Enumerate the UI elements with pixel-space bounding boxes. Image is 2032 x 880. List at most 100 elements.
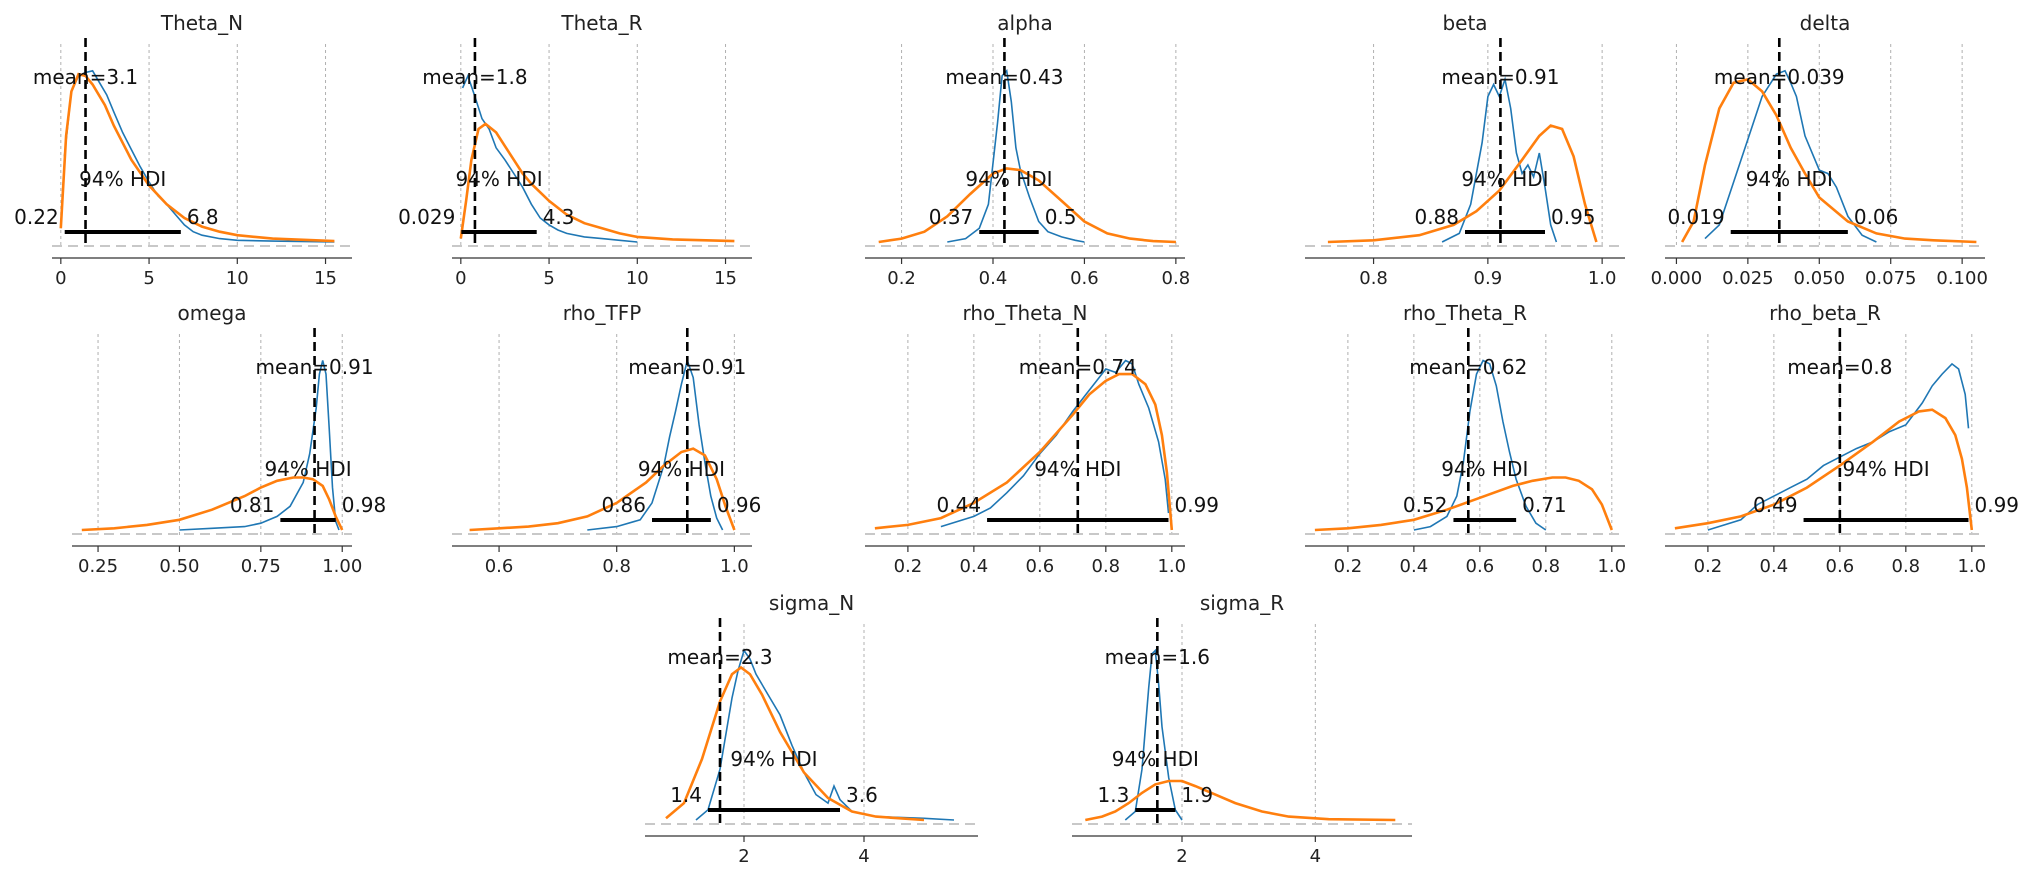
x-tick-label: 0.8 — [1162, 268, 1191, 289]
x-tick-label: 10 — [226, 268, 249, 289]
x-tick-label: 1.0 — [1957, 556, 1986, 577]
panel-title: Theta_R — [560, 11, 642, 35]
x-tick-label: 0.025 — [1722, 268, 1774, 289]
x-tick-label: 0.25 — [78, 556, 118, 577]
hdi-lower-label: 0.37 — [929, 205, 974, 229]
x-tick-label: 0.050 — [1794, 268, 1846, 289]
x-tick-label: 0.6 — [1826, 556, 1855, 577]
panel-sigma-n: sigma_N 2 4 mean=2.3 94% HDI 1.4 3.6 — [645, 591, 978, 867]
mean-label: mean=2.3 — [667, 645, 772, 669]
x-tick-label: 0.000 — [1651, 268, 1703, 289]
hdi-label: 94% HDI — [79, 167, 166, 191]
hdi-lower-label: 0.49 — [1753, 493, 1798, 517]
prior-density-line — [59, 72, 335, 243]
x-tick-label: 15 — [314, 268, 337, 289]
posterior-density-line — [1707, 362, 1970, 531]
prior-density-line — [1327, 124, 1598, 244]
hdi-label: 94% HDI — [264, 457, 351, 481]
prior-density-line — [1314, 476, 1614, 532]
panel-rho-tfp: rho_TFP 0.6 0.8 1.0 mean=0.91 94% HDI 0.86 0.96 — [452, 301, 761, 577]
hdi-upper-label: 0.96 — [717, 493, 762, 517]
x-tick-label: 1.0 — [1157, 556, 1186, 577]
mean-label: mean=0.62 — [1409, 355, 1527, 379]
hdi-lower-label: 0.019 — [1667, 205, 1724, 229]
panel-title: rho_Theta_N — [962, 301, 1087, 325]
x-tick-label: 0.8 — [1359, 268, 1388, 289]
hdi-upper-label: 4.3 — [543, 205, 575, 229]
hdi-label: 94% HDI — [730, 747, 817, 771]
hdi-label: 94% HDI — [1034, 457, 1121, 481]
prior-density-line — [81, 476, 344, 532]
hdi-label: 94% HDI — [1746, 167, 1833, 191]
x-tick-label: 0.8 — [1532, 556, 1561, 577]
panel-title: delta — [1800, 11, 1851, 35]
hdi-upper-label: 0.06 — [1854, 205, 1899, 229]
mean-label: mean=0.8 — [1787, 355, 1892, 379]
panel-title: omega — [178, 301, 247, 325]
panel-title: alpha — [997, 11, 1052, 35]
hdi-label: 94% HDI — [1461, 167, 1548, 191]
x-tick-label: 0.2 — [894, 556, 923, 577]
hdi-label: 94% HDI — [965, 167, 1052, 191]
mean-label: mean=0.91 — [256, 355, 374, 379]
prior-density-line — [874, 372, 1174, 531]
x-tick-label: 0.8 — [1092, 556, 1121, 577]
posterior-density-line — [587, 357, 724, 531]
x-tick-label: 0.4 — [960, 556, 989, 577]
x-tick-label: 5 — [143, 268, 154, 289]
x-tick-label: 0.100 — [1936, 268, 1988, 289]
x-tick-label: 0.8 — [602, 556, 631, 577]
posterior-density-line — [179, 360, 340, 531]
hdi-label: 94% HDI — [638, 457, 725, 481]
prior-density-line — [459, 122, 735, 243]
hdi-lower-label: 0.88 — [1414, 205, 1459, 229]
hdi-lower-label: 0.52 — [1403, 493, 1448, 517]
hdi-upper-label: 0.99 — [1975, 493, 2020, 517]
x-tick-label: 1.0 — [1588, 268, 1617, 289]
prior-density-line — [469, 447, 736, 532]
posterior-density-line — [461, 73, 638, 243]
x-tick-label: 0.9 — [1474, 268, 1503, 289]
panel-alpha: alpha 0.2 0.4 0.6 0.8 mean=0.43 94% HDI 0.37 0.5 — [865, 11, 1190, 289]
panel-theta-n: Theta_N 0 5 10 15 mean=3.1 94% HDI 0.22 6.8 — [14, 11, 352, 289]
posterior-density-line — [1124, 648, 1183, 821]
mean-label: mean=1.6 — [1105, 645, 1210, 669]
x-tick-label: 0.6 — [485, 556, 514, 577]
hdi-lower-label: 0.44 — [937, 493, 982, 517]
x-tick-label: 2 — [1176, 846, 1187, 867]
x-tick-label: 5 — [543, 268, 554, 289]
x-tick-label: 0.75 — [241, 556, 281, 577]
panel-title: rho_TFP — [563, 301, 642, 325]
posterior-density-line — [1441, 76, 1558, 243]
panel-title: rho_beta_R — [1769, 301, 1881, 325]
hdi-upper-label: 3.6 — [846, 783, 878, 807]
posterior-density-line — [947, 69, 1085, 243]
hdi-lower-label: 1.3 — [1098, 783, 1130, 807]
x-tick-label: 15 — [714, 268, 737, 289]
x-tick-label: 0.2 — [887, 268, 916, 289]
hdi-lower-label: 1.4 — [670, 783, 702, 807]
hdi-upper-label: 0.99 — [1175, 493, 1220, 517]
x-tick-label: 0.50 — [159, 556, 199, 577]
hdi-label: 94% HDI — [455, 167, 542, 191]
hdi-lower-label: 0.86 — [601, 493, 646, 517]
x-tick-label: 0 — [55, 268, 66, 289]
x-tick-label: 0 — [455, 268, 466, 289]
x-tick-label: 4 — [858, 846, 869, 867]
x-tick-label: 1.0 — [720, 556, 749, 577]
mean-label: mean=0.91 — [1441, 65, 1559, 89]
prior-density-line — [1085, 779, 1396, 822]
x-tick-label: 0.6 — [1070, 268, 1099, 289]
hdi-label: 94% HDI — [1842, 457, 1929, 481]
posterior-density-line — [63, 69, 335, 243]
prior-density-line — [1680, 77, 1977, 244]
mean-label: mean=0.039 — [1714, 65, 1845, 89]
posterior-density-line — [940, 359, 1170, 528]
x-tick-label: 0.4 — [1400, 556, 1429, 577]
x-tick-label: 0.8 — [1892, 556, 1921, 577]
x-tick-label: 2 — [738, 846, 749, 867]
panel-rho-beta-r: rho_beta_R 0.2 0.4 0.6 0.8 1.0 mean=0.8 94% HDI… — [1665, 301, 2019, 577]
